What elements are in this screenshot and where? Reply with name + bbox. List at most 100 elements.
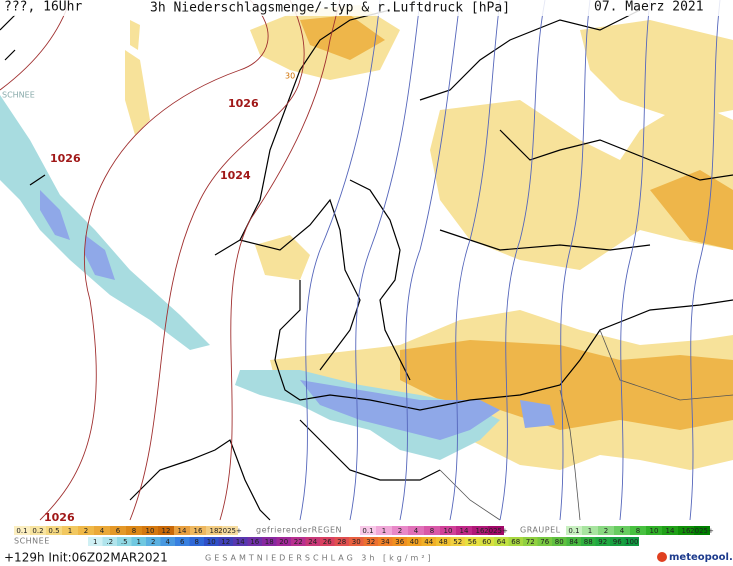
legend-swatch — [291, 537, 306, 546]
legend-value: 100 — [625, 538, 638, 546]
legend-value: .5 — [121, 538, 128, 546]
legend-swatch — [408, 526, 424, 535]
legend-swatch — [630, 526, 646, 535]
legend-value: 4 — [414, 527, 419, 535]
legend-swatch — [582, 526, 598, 535]
legend-value: 2 — [151, 538, 155, 546]
legend-swatch — [566, 537, 581, 546]
legend-swatch — [465, 537, 480, 546]
legend-value: 4 — [100, 527, 105, 535]
coastlines — [0, 9, 733, 521]
legend-swatch — [508, 537, 523, 546]
legend-value: 88 — [584, 538, 593, 546]
legend-value: 14 — [460, 527, 469, 535]
legend-swatch — [566, 526, 582, 535]
legend-swatch — [598, 526, 614, 535]
legend-value: 10 — [650, 527, 659, 535]
legend-value: 10 — [207, 538, 216, 546]
legend-value: 16 — [250, 538, 259, 546]
legend-swatch — [102, 537, 117, 546]
legend-swatch — [472, 526, 488, 535]
legend-swatch — [421, 537, 436, 546]
map-label: SCHNEE — [2, 91, 35, 100]
isobar-label: 1026 — [50, 152, 81, 165]
legend-value: 72 — [526, 538, 535, 546]
legend-value: .2 — [106, 538, 113, 546]
legend-swatch — [218, 537, 233, 546]
legend-swatch — [158, 526, 174, 535]
legend-value: 4 — [166, 538, 171, 546]
legend-value: 12 — [221, 538, 230, 546]
legend-swatch — [305, 537, 320, 546]
legend-swatch — [378, 537, 393, 546]
precipitation — [0, 5, 733, 470]
legend-swatch — [94, 526, 110, 535]
legend-value: 76 — [540, 538, 549, 546]
legend-swatch — [126, 526, 142, 535]
brand-icon — [657, 552, 667, 562]
legend-value: 6 — [180, 538, 185, 546]
legend-value: 84 — [569, 538, 578, 546]
legend-value: 32 — [366, 538, 375, 546]
legend-value: 2025+ — [218, 527, 242, 535]
legend-swatch — [595, 537, 610, 546]
legend-label: SCHNEE — [14, 537, 50, 546]
legend-swatch — [552, 537, 567, 546]
legend-value: 2025+ — [690, 527, 714, 535]
legend-value: 18 — [210, 527, 219, 535]
legend-value: 28 — [337, 538, 346, 546]
legend-swatch — [117, 537, 132, 546]
header-title: 3h Niederschlagsmenge/-typ & r.Luftdruck… — [150, 1, 510, 16]
legend-swatch — [276, 537, 291, 546]
legend-value: 80 — [555, 538, 564, 546]
legend-swatch — [614, 526, 630, 535]
legend-value: 6 — [116, 527, 121, 535]
legend-swatch — [610, 537, 625, 546]
map-label: 30 — [285, 72, 295, 81]
legend-swatch — [479, 537, 494, 546]
legend-value: 0.1 — [16, 527, 27, 535]
legend-value: 12 — [162, 527, 171, 535]
legend-value: 1 — [68, 527, 72, 535]
legend-value: 14 — [236, 538, 245, 546]
legend-swatch — [436, 537, 451, 546]
legend-value: 64 — [497, 538, 506, 546]
legend-value: 2025+ — [484, 527, 508, 535]
legend-value: 8 — [430, 527, 434, 535]
legend-value: 44 — [424, 538, 433, 546]
legend-swatch — [14, 526, 30, 535]
legend-value: 14 — [666, 527, 675, 535]
legend-value: 26 — [323, 538, 332, 546]
legend-value: 8 — [636, 527, 640, 535]
legend-value: 1 — [137, 538, 141, 546]
legend-swatch — [175, 537, 190, 546]
legend-swatch — [78, 526, 94, 535]
legend-value: 24 — [308, 538, 317, 546]
legend-swatch — [142, 526, 158, 535]
legend-label: GRAUPEL — [520, 526, 561, 535]
legend-value: 1 — [93, 538, 97, 546]
legend-swatch — [110, 526, 126, 535]
legend-value: 40 — [410, 538, 419, 546]
legend-swatch — [456, 526, 472, 535]
legend-swatch — [450, 537, 465, 546]
legend-value: 0.5 — [48, 527, 59, 535]
legend-value: 60 — [482, 538, 491, 546]
legend-swatch — [320, 537, 335, 546]
legend-swatch — [494, 537, 509, 546]
legend-swatch — [376, 526, 392, 535]
legend-value: 0.1 — [568, 527, 579, 535]
legend-swatch — [46, 526, 62, 535]
legend-value: 22 — [294, 538, 303, 546]
legend-value: 14 — [178, 527, 187, 535]
legend-swatch — [424, 526, 440, 535]
legend-value: 48 — [439, 538, 448, 546]
legend-value: 34 — [381, 538, 390, 546]
legend-swatch — [334, 537, 349, 546]
legend: 0.1 0.2 0.5 1 2 4 6 8 10 12 14 16 18 2025+ 0.1 1 2 4 8 10 14… — [14, 526, 714, 546]
legend-value: 16 — [682, 527, 691, 535]
legend-swatch — [440, 526, 456, 535]
legend-value: 0.2 — [32, 527, 43, 535]
legend-value: 36 — [395, 538, 404, 546]
